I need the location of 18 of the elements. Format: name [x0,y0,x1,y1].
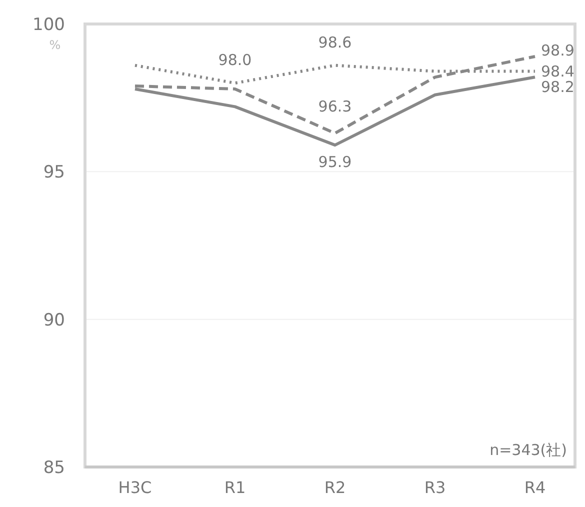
x-tick-label: H3C [118,478,152,497]
x-tick-label: R1 [224,478,246,497]
x-tick-label: R2 [324,478,346,497]
y-axis-title: % [49,38,61,52]
y-tick-label: 85 [43,458,65,478]
data-label: 96.3 [318,97,352,116]
y-tick-label: 90 [43,310,65,330]
data-label: 98.9 [541,41,574,60]
y-tick-label: 95 [43,162,65,183]
x-tick-label: R4 [524,478,546,497]
data-label: 98.6 [318,33,352,52]
annotation: n=343(社) [490,441,567,459]
x-tick-label: R3 [424,478,446,497]
y-tick-label: 100 [32,15,65,35]
data-label: 98.2 [541,78,574,96]
data-label: 98.0 [218,51,252,70]
data-label: 95.9 [318,153,352,172]
data-label: 98.4 [541,62,574,80]
